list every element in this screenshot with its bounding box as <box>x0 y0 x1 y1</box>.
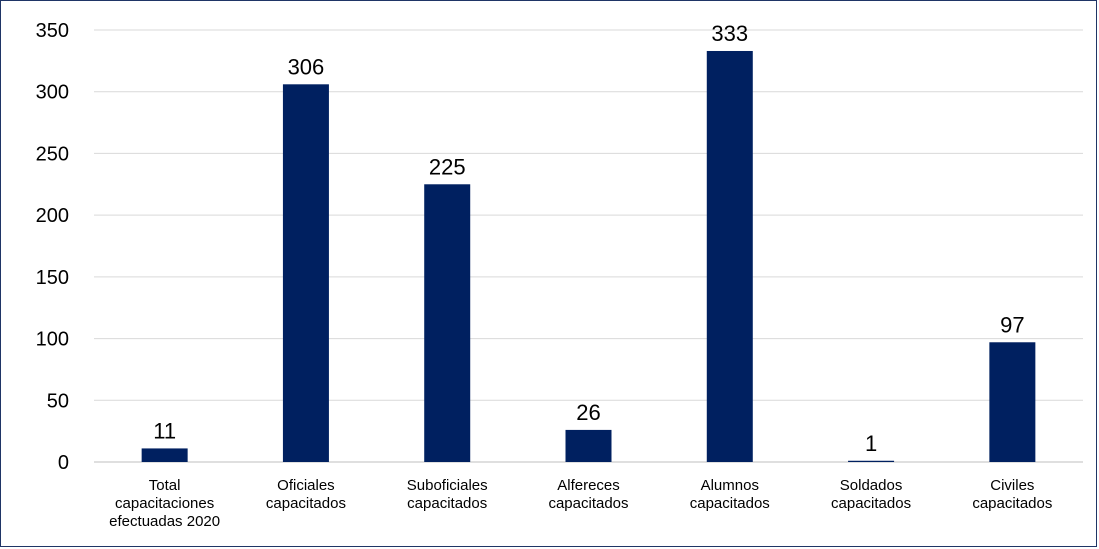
category-label-line: Suboficiales <box>407 477 488 494</box>
y-tick-label: 200 <box>36 205 69 227</box>
category-label-line: capacitados <box>266 495 346 512</box>
data-label: 11 <box>153 418 176 443</box>
y-tick-label: 100 <box>36 329 69 351</box>
data-label: 26 <box>576 400 600 425</box>
y-axis-tick-labels: 0 50 100 150 200 250 300 350 <box>36 20 69 474</box>
bar <box>282 84 329 463</box>
category-label-line: capacitaciones <box>115 495 214 512</box>
y-tick-label: 50 <box>47 390 69 412</box>
data-label: 306 <box>288 54 325 79</box>
bars <box>141 50 1036 463</box>
category-label: Soldados capacitados <box>831 477 911 512</box>
bar <box>141 448 188 462</box>
category-label: Civiles capacitados <box>972 477 1052 512</box>
data-label: 333 <box>711 21 748 46</box>
bar <box>706 50 753 463</box>
data-label: 1 <box>865 431 877 456</box>
bar <box>565 429 612 462</box>
category-label: Suboficiales capacitados <box>407 477 488 512</box>
y-tick-label: 300 <box>36 82 69 104</box>
category-label-line: capacitados <box>407 495 487 512</box>
y-tick-label: 250 <box>36 143 69 165</box>
category-label: Total capacitaciones efectuadas 2020 <box>109 477 220 530</box>
category-label-line: Soldados <box>840 477 903 494</box>
y-tick-label: 350 <box>36 20 69 42</box>
category-label-line: efectuadas 2020 <box>109 513 220 530</box>
data-label: 225 <box>429 154 466 179</box>
category-label-line: Oficiales <box>277 477 335 494</box>
category-label: Alumnos capacitados <box>690 477 770 512</box>
data-labels: 11 306 225 26 333 1 97 <box>153 21 1024 456</box>
category-label-line: Alumnos <box>701 477 759 494</box>
category-label: Oficiales capacitados <box>266 477 346 512</box>
gridlines <box>94 29 1083 463</box>
y-tick-label: 0 <box>58 452 69 474</box>
bar <box>848 460 895 462</box>
category-label-line: capacitados <box>548 495 628 512</box>
data-label: 97 <box>1000 312 1024 337</box>
bar <box>424 184 471 463</box>
y-tick-label: 150 <box>36 267 69 289</box>
category-label-line: capacitados <box>831 495 911 512</box>
category-label-line: Alfereces <box>557 477 620 494</box>
category-label-line: Total <box>149 477 181 494</box>
category-label-line: capacitados <box>972 495 1052 512</box>
category-label-line: capacitados <box>690 495 770 512</box>
bar <box>989 342 1036 462</box>
category-label: Alfereces capacitados <box>548 477 628 512</box>
category-label-line: Civiles <box>990 477 1034 494</box>
x-axis-category-labels: Total capacitaciones efectuadas 2020 Oficia… <box>109 477 1052 530</box>
